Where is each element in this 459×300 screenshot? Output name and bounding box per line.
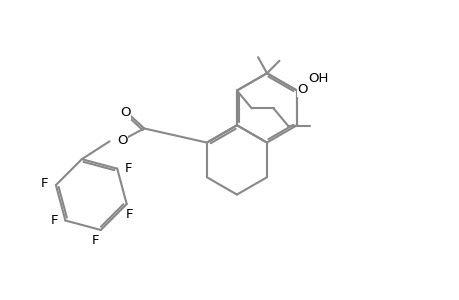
Text: F: F xyxy=(126,208,133,221)
Text: O: O xyxy=(120,106,130,119)
Text: F: F xyxy=(41,177,49,190)
Text: O: O xyxy=(297,83,308,96)
Text: F: F xyxy=(124,162,132,175)
Text: OH: OH xyxy=(308,72,328,85)
Text: O: O xyxy=(117,134,128,147)
Text: F: F xyxy=(50,214,58,227)
Text: F: F xyxy=(92,234,99,248)
